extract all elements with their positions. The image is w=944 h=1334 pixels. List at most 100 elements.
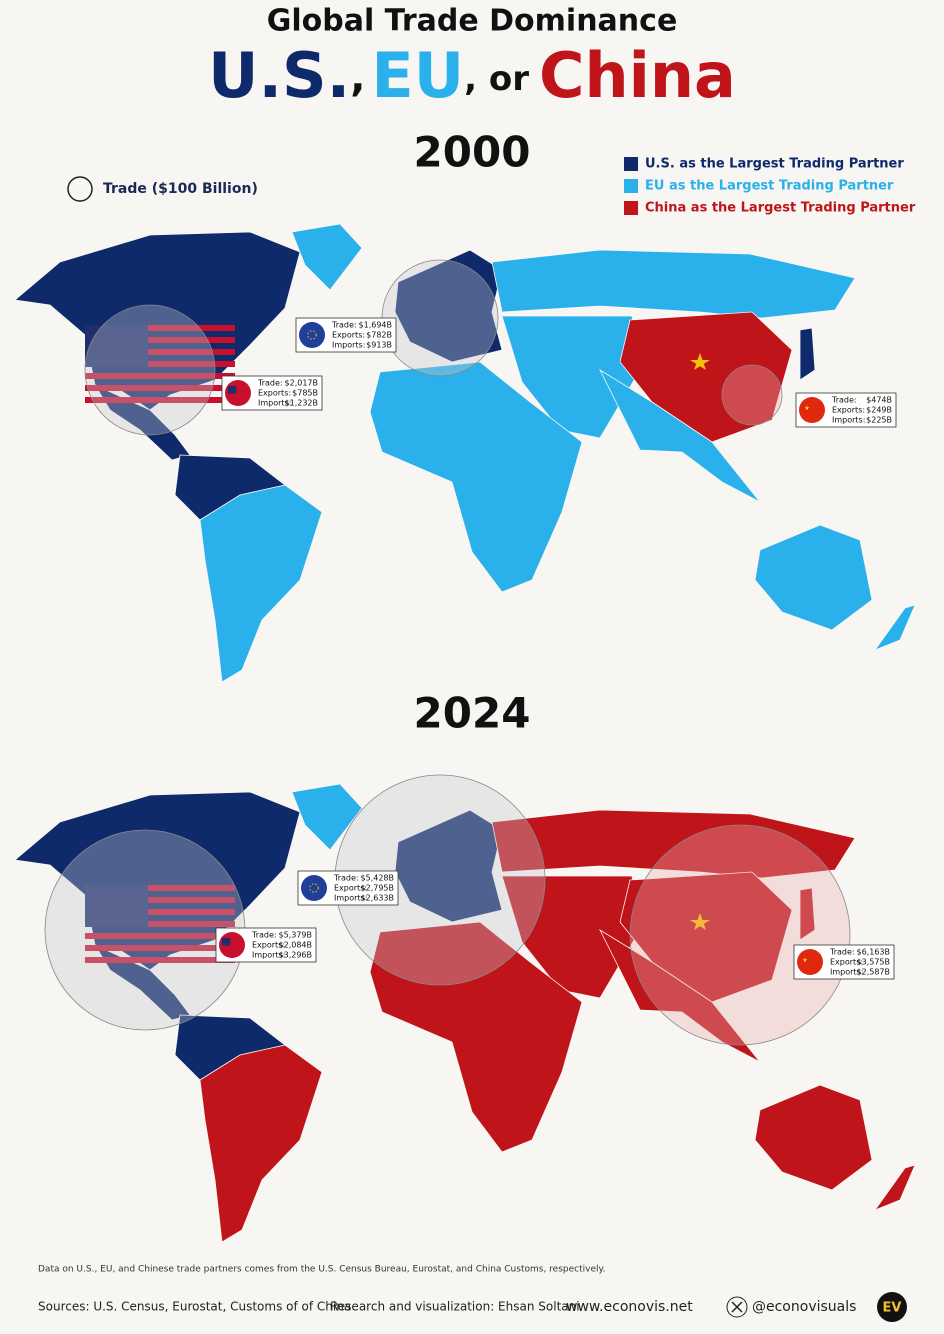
- flag-canton: [85, 885, 148, 927]
- flag-stripe: [228, 392, 248, 394]
- flag-stripe: [222, 938, 242, 940]
- australia: [754, 1084, 873, 1191]
- logo-circle: [877, 1292, 907, 1322]
- flag-canton: [228, 386, 237, 394]
- flag-stripe: [228, 396, 248, 398]
- flag-stripe: [85, 337, 235, 343]
- trade-value: $249B: [866, 406, 892, 415]
- trade-label: Exports:: [832, 406, 865, 415]
- trade-value: $474B: [866, 396, 892, 405]
- world-map: [14, 223, 916, 683]
- australia: [754, 524, 873, 631]
- subtitle-eu: EU: [371, 39, 464, 112]
- year: 2000: [414, 128, 531, 177]
- japan: [799, 887, 816, 941]
- trade-value: $782B: [366, 331, 392, 340]
- trade-value: $785B: [292, 389, 318, 398]
- trade-bubble: [44, 829, 246, 1031]
- africa: [369, 921, 583, 1153]
- subtitle: U.S.,EU, or China: [208, 39, 736, 112]
- x-icon: [726, 1296, 748, 1318]
- subtitle-china: China: [539, 39, 736, 112]
- legend-label: EU as the Largest Trading Partner: [645, 179, 894, 194]
- flag-field: [800, 955, 820, 969]
- china-flag-star: [690, 353, 710, 370]
- china-flag-star: [690, 913, 710, 930]
- flag-stripe: [222, 942, 242, 944]
- website: www.econovis.net: [566, 1299, 693, 1315]
- footnote: Data on U.S., EU, and Chinese trade part…: [38, 1265, 605, 1275]
- trade-label: Imports:: [334, 894, 367, 903]
- flag-canton: [222, 938, 231, 946]
- flag-stripe: [228, 398, 248, 400]
- legend-bubble: [67, 176, 93, 202]
- trade-label: Exports:: [258, 389, 291, 398]
- legend-swatch: [624, 201, 638, 215]
- trade-value: $913B: [366, 341, 392, 350]
- trade-value: $2,795B: [361, 884, 394, 893]
- trade-label: Imports:: [258, 399, 291, 408]
- trade-value: $225B: [866, 416, 892, 425]
- china: [619, 311, 793, 443]
- china-flag: [690, 353, 710, 370]
- subtitle-sep: ,: [350, 55, 365, 101]
- subtitle-us: U.S.: [208, 39, 350, 112]
- flag-stripe: [85, 897, 235, 903]
- flag-field: [302, 328, 322, 342]
- flag-stripe: [228, 388, 248, 390]
- trade-bubble: [381, 259, 499, 377]
- sources: Sources: U.S. Census, Eurostat, Customs …: [38, 1300, 351, 1314]
- flag-stars: [307, 330, 317, 340]
- trade-value: $1,694B: [359, 321, 392, 330]
- trade-value: $2,587B: [857, 968, 890, 977]
- trade-box: Trade: $6,163BExports:$3,575BImports:$2,5…: [793, 944, 895, 980]
- flag-star: [804, 405, 810, 410]
- trade-value: $6,163B: [857, 948, 890, 957]
- greenland: [291, 223, 363, 291]
- trade-value: $3,575B: [857, 958, 890, 967]
- flag-field: [304, 881, 324, 895]
- trade-label: Exports:: [830, 958, 863, 967]
- trade-bubble: [721, 364, 783, 426]
- legend-label: China as the Largest Trading Partner: [645, 201, 916, 216]
- russia: [491, 809, 856, 879]
- flag-stripe: [85, 909, 235, 915]
- flag-stripe: [222, 940, 242, 942]
- legend-swatch: [624, 179, 638, 193]
- legend-bubble-label: Trade ($100 Billion): [103, 181, 258, 197]
- trade-label: Trade:: [331, 321, 357, 330]
- middle-east-central-asia: [501, 875, 641, 999]
- greenland: [291, 783, 363, 851]
- flag-stripe: [85, 397, 235, 403]
- trade-bubble: [629, 824, 851, 1046]
- trade-label: Imports:: [332, 341, 365, 350]
- trade-label: Trade:: [257, 379, 283, 388]
- new-zealand: [873, 604, 916, 651]
- flag-stripe: [85, 349, 235, 355]
- middle-east-central-asia: [501, 315, 641, 439]
- flag-stripe: [228, 390, 248, 392]
- subtitle-sep: , or: [464, 59, 529, 99]
- trade-box: Trade: $5,379BExports:$2,084BImports:$3,2…: [215, 927, 317, 963]
- trade-label: Trade:: [829, 948, 855, 957]
- flag-stripe: [222, 946, 242, 948]
- trade-label: Imports:: [252, 951, 285, 960]
- x-icon-mark: [731, 1301, 743, 1313]
- trade-box: Trade: $5,428BExports:$2,795BImports:$2,6…: [297, 870, 399, 906]
- south-america: [199, 484, 323, 683]
- flag-canton: [85, 325, 148, 367]
- flag-stripe: [85, 385, 235, 391]
- trade-label: Exports:: [252, 941, 285, 950]
- china-flag: [690, 913, 710, 930]
- home-flags: [85, 885, 710, 963]
- russia: [491, 249, 856, 319]
- trade-label: Trade:: [251, 931, 277, 940]
- flag-stripe: [228, 386, 248, 388]
- flag-stripe: [85, 933, 235, 939]
- china: [619, 871, 793, 1003]
